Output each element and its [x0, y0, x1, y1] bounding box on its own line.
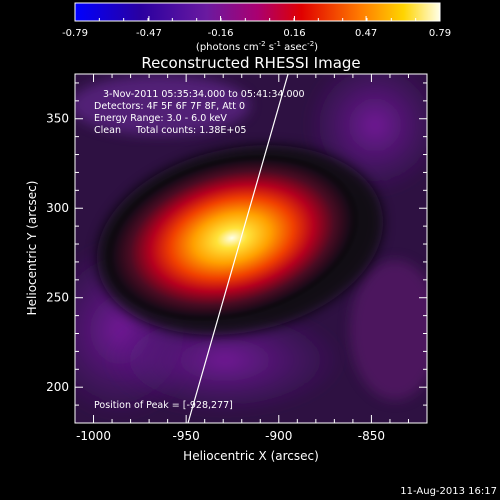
y-tick-label: 250	[46, 291, 69, 305]
annotation-time-range: 3-Nov-2011 05:35:34.000 to 05:41:34.000	[103, 89, 305, 100]
plot-frame	[74, 73, 428, 424]
y-tick-label: 200	[46, 380, 69, 394]
colorbar-tick-label: -0.47	[136, 28, 162, 39]
y-tick-label: 300	[46, 201, 69, 215]
x-tick-label: -850	[358, 429, 385, 443]
chart-title: Reconstructed RHESSI Image	[141, 54, 360, 72]
x-tick-label: -1000	[76, 429, 111, 443]
annotation-energy-range: Energy Range: 3.0 - 6.0 keV	[94, 113, 227, 124]
annotation-detectors: Detectors: 4F 5F 6F 7F 8F, Att 0	[94, 101, 245, 112]
colorbar-unit: (photons cm-2 s-1 asec-2)	[196, 40, 318, 53]
colorbar-ticks: -0.79 -0.47 -0.16 0.16 0.47 0.79	[62, 16, 451, 39]
x-axis-label: Heliocentric X (arcsec)	[183, 449, 319, 463]
annotation-peak-position: Position of Peak = [-928,277]	[94, 400, 233, 411]
colorbar	[74, 2, 441, 22]
annotation-clean-counts: Clean Total counts: 1.38E+05	[94, 125, 246, 136]
colorbar-tick-label: 0.16	[283, 28, 305, 39]
colorbar-tick-label: -0.16	[208, 28, 234, 39]
y-tick-label: 350	[46, 112, 69, 126]
colorbar-tick-label: -0.79	[62, 28, 88, 39]
y-axis-label: Heliocentric Y (arcsec)	[25, 181, 39, 316]
x-tick-label: -900	[265, 429, 292, 443]
colorbar-tick-label: 0.47	[355, 28, 377, 39]
annotation-block: 3-Nov-2011 05:35:34.000 to 05:41:34.000 …	[94, 89, 305, 411]
limb-line	[187, 74, 289, 423]
x-tick-label: -950	[173, 429, 200, 443]
footer-timestamp: 11-Aug-2013 16:17	[400, 486, 497, 497]
axis-ticks: -1000 -950 -900 -850 200 250 300 350	[46, 74, 428, 443]
colorbar-tick-label: 0.79	[429, 28, 451, 39]
